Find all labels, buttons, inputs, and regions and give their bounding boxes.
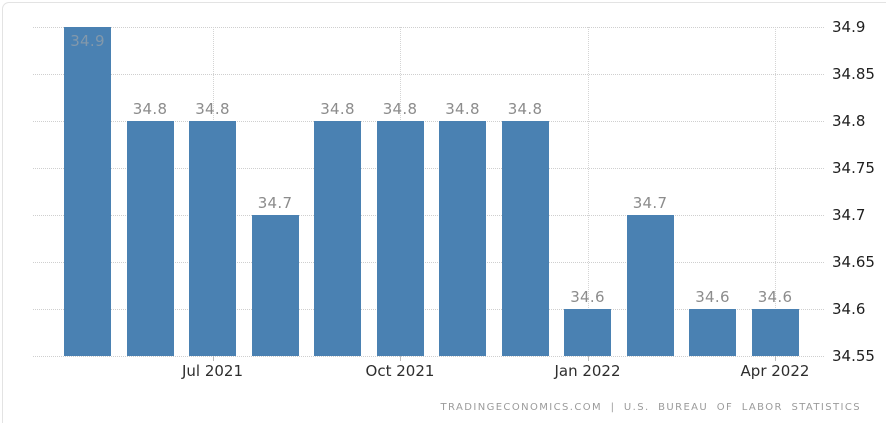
bar-oct-2021[interactable]	[376, 121, 424, 356]
h-gridline	[33, 309, 824, 310]
y-axis-label: 34.6	[832, 300, 866, 318]
bar-value-label: 34.7	[632, 194, 668, 212]
bar-value-label: 34.8	[507, 100, 543, 118]
bar-value-label: 34.7	[257, 194, 293, 212]
bar-jul-2021[interactable]	[189, 121, 236, 356]
h-gridline	[33, 27, 824, 28]
y-axis-label: 34.55	[832, 347, 875, 365]
x-axis-tick	[212, 356, 214, 361]
bar-sep-2021[interactable]	[314, 121, 361, 356]
bar-value-label: 34.6	[757, 288, 793, 306]
bar-may-2021[interactable]	[64, 27, 111, 356]
x-axis-tick	[775, 356, 776, 361]
x-axis-tick	[587, 356, 589, 361]
plot-area: 34.9 34.8 34.8 34.7 34.8 34.8 34.8 34.8 34.6 34.7…	[33, 8, 824, 357]
x-axis-label: Jul 2021	[181, 362, 244, 380]
h-gridline	[33, 121, 824, 122]
bar-mar-2022[interactable]	[689, 309, 736, 356]
h-gridline	[33, 168, 824, 169]
y-axis-label: 34.8	[832, 112, 866, 130]
h-gridline	[33, 74, 824, 75]
h-gridline	[33, 262, 824, 263]
bar-value-label: 34.8	[445, 100, 480, 118]
bar-value-label: 34.6	[695, 288, 730, 306]
bar-dec-2021[interactable]	[501, 121, 549, 356]
bar-feb-2022[interactable]	[626, 215, 674, 356]
y-axis-label: 34.65	[832, 253, 875, 271]
y-axis-label: 34.7	[832, 206, 866, 224]
bar-apr-2022[interactable]	[751, 309, 799, 356]
x-axis-label: Oct 2021	[365, 362, 435, 380]
y-axis-label: 34.85	[832, 65, 875, 83]
bar-jan-2022[interactable]	[564, 309, 611, 356]
y-axis-label: 34.75	[832, 159, 875, 177]
v-gridline	[775, 27, 776, 356]
bar-value-label: 34.8	[320, 100, 355, 118]
bar-value-label: 34.6	[570, 288, 605, 306]
bar-value-label: 34.8	[195, 100, 230, 118]
bar-aug-2021[interactable]	[251, 215, 299, 356]
attribution: TRADINGECONOMICS.COM | U.S. BUREAU OF LA…	[440, 402, 861, 413]
bar-nov-2021[interactable]	[439, 121, 486, 356]
bar-value-label: 34.8	[132, 100, 168, 118]
x-axis-label: Jan 2022	[554, 362, 621, 380]
bar-value-label: 34.8	[382, 100, 418, 118]
h-gridline	[33, 215, 824, 216]
h-gridline	[33, 356, 824, 357]
v-gridline	[587, 27, 589, 356]
bar-value-label: 34.9	[70, 32, 105, 50]
bar-jun-2021[interactable]	[126, 121, 174, 356]
x-axis-label: Apr 2022	[740, 362, 810, 380]
x-axis-tick	[400, 356, 401, 361]
y-axis-label: 34.9	[832, 18, 866, 36]
